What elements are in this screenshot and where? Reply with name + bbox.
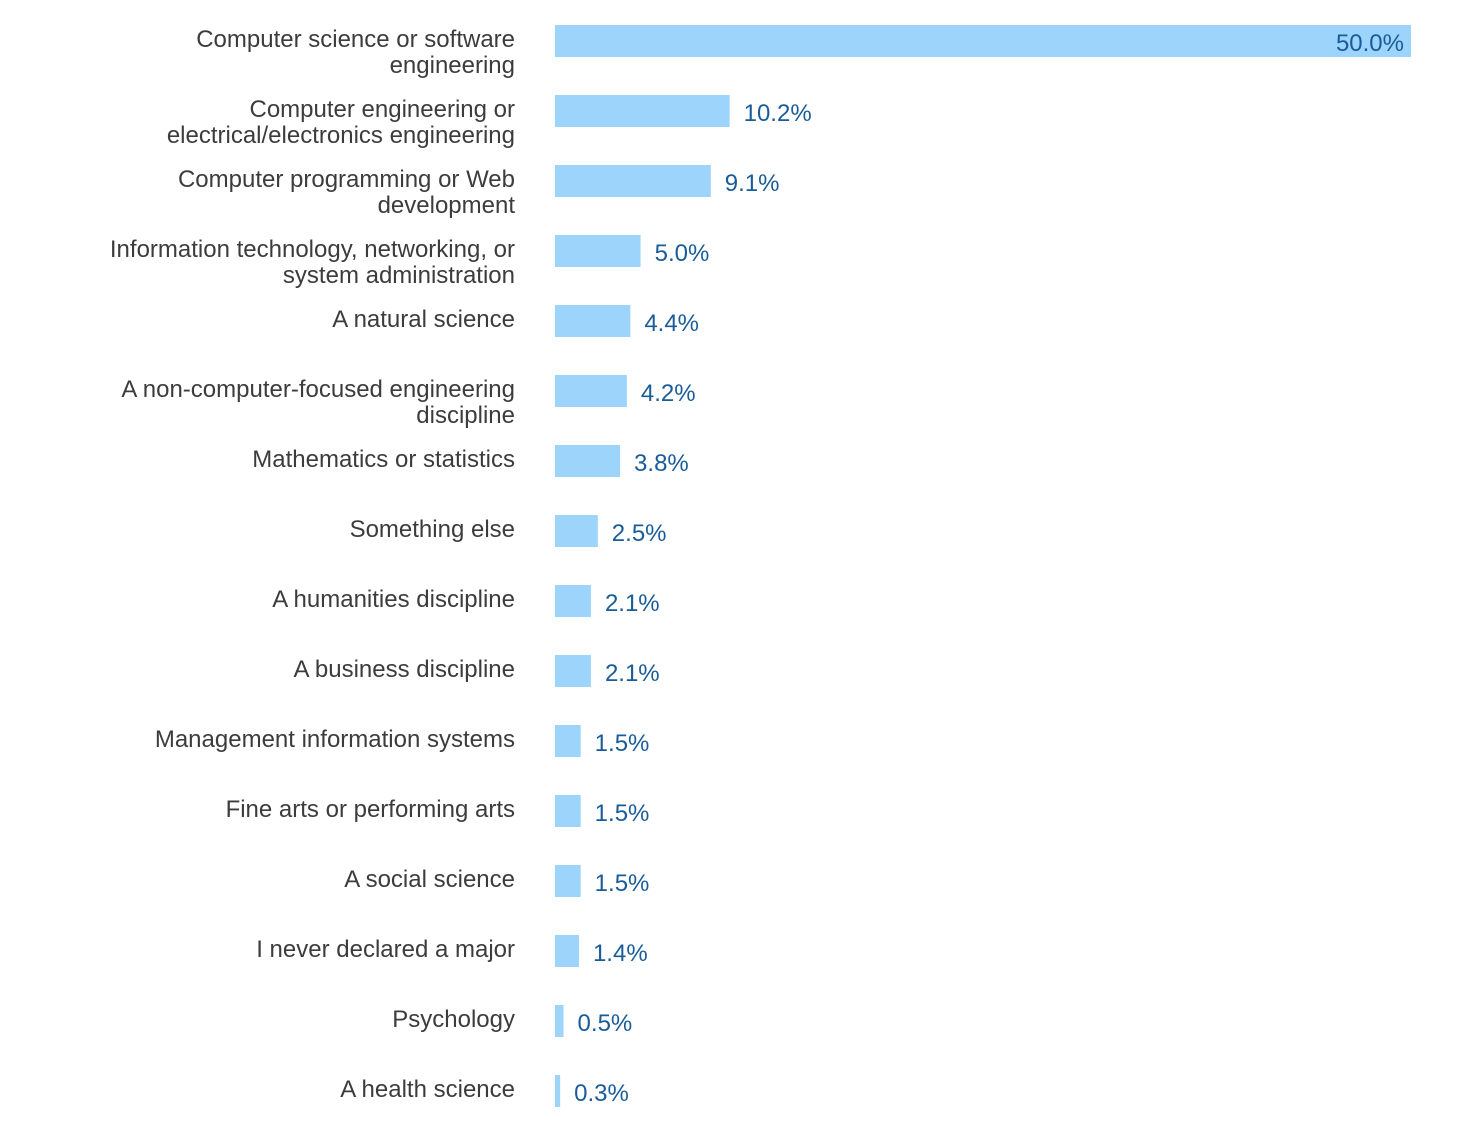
bar-14	[555, 1005, 564, 1037]
bar-0	[555, 25, 1411, 57]
bar-15	[555, 1075, 561, 1107]
category-label-line: Mathematics or statistics	[252, 446, 515, 473]
bars-group	[555, 25, 1411, 1107]
category-label-line: system administration	[283, 262, 515, 289]
category-label-2: Computer programming or Web development	[178, 166, 515, 219]
category-label-7: Something else	[350, 516, 515, 543]
category-label-6: Mathematics or statistics	[252, 446, 515, 473]
category-label-line: electrical/electronics engineering	[167, 122, 515, 149]
category-label-9: A business discipline	[294, 656, 515, 683]
category-label-14: Psychology	[392, 1006, 515, 1033]
value-label-9: 2.1%	[605, 660, 660, 687]
category-label-line: Psychology	[392, 1006, 515, 1033]
bar-11	[555, 795, 581, 827]
category-label-line: A social science	[344, 866, 515, 893]
bar-4	[555, 305, 631, 337]
bar-5	[555, 375, 627, 407]
bar-3	[555, 235, 641, 267]
bar-10	[555, 725, 581, 757]
value-label-15: 0.3%	[574, 1080, 629, 1107]
category-label-line: development	[378, 192, 516, 219]
category-label-line: A humanities discipline	[272, 586, 515, 613]
value-label-2: 9.1%	[725, 170, 780, 197]
category-label-13: I never declared a major	[256, 936, 515, 963]
category-labels-group: Computer science or software engineeringC…	[110, 26, 515, 1103]
category-label-line: Computer programming or Web	[178, 166, 515, 193]
category-label-11: Fine arts or performing arts	[226, 796, 515, 823]
category-label-8: A humanities discipline	[272, 586, 515, 613]
category-label-line: engineering	[390, 52, 515, 79]
value-labels-group: 50.0% 10.2% 9.1% 5.0% 4.4% 4.2% 3.8% 2.5% 2.1% 2.…	[574, 30, 1404, 1107]
category-label-line: Information technology, networking, or	[110, 236, 515, 263]
value-label-6: 3.8%	[634, 450, 689, 477]
category-label-10: Management information systems	[155, 726, 515, 753]
value-label-5: 4.2%	[641, 380, 696, 407]
bar-6	[555, 445, 621, 477]
category-label-line: A non-computer-focused engineering	[121, 376, 515, 403]
category-label-5: A non-computer-focused engineering discip…	[121, 376, 515, 429]
value-label-1: 10.2%	[744, 100, 812, 127]
category-label-line: A business discipline	[294, 656, 515, 683]
category-label-line: Management information systems	[155, 726, 515, 753]
bar-7	[555, 515, 598, 547]
category-label-4: A natural science	[332, 306, 515, 333]
category-label-1: Computer engineering or electrical/electr…	[167, 96, 515, 149]
value-label-12: 1.5%	[595, 870, 650, 897]
bar-8	[555, 585, 591, 617]
value-label-11: 1.5%	[595, 800, 650, 827]
value-label-10: 1.5%	[595, 730, 650, 757]
category-label-line: A health science	[340, 1076, 515, 1103]
bar-2	[555, 165, 711, 197]
bar-1	[555, 95, 730, 127]
bar-13	[555, 935, 579, 967]
category-label-line: I never declared a major	[256, 936, 515, 963]
value-label-0: 50.0%	[1336, 30, 1404, 57]
category-label-3: Information technology, networking, or sy…	[110, 236, 515, 289]
value-label-14: 0.5%	[578, 1010, 633, 1037]
category-label-line: Computer science or software	[196, 26, 515, 53]
category-label-line: Fine arts or performing arts	[226, 796, 515, 823]
category-label-0: Computer science or software engineering	[196, 26, 515, 79]
bar-9	[555, 655, 591, 687]
value-label-8: 2.1%	[605, 590, 660, 617]
category-label-12: A social science	[344, 866, 515, 893]
value-label-7: 2.5%	[612, 520, 667, 547]
category-label-line: Something else	[350, 516, 515, 543]
category-label-line: discipline	[416, 402, 515, 429]
category-label-line: A natural science	[332, 306, 515, 333]
value-label-4: 4.4%	[644, 310, 699, 337]
bar-12	[555, 865, 581, 897]
category-label-line: Computer engineering or	[250, 96, 516, 123]
value-label-3: 5.0%	[655, 240, 710, 267]
value-label-13: 1.4%	[593, 940, 648, 967]
category-label-15: A health science	[340, 1076, 515, 1103]
